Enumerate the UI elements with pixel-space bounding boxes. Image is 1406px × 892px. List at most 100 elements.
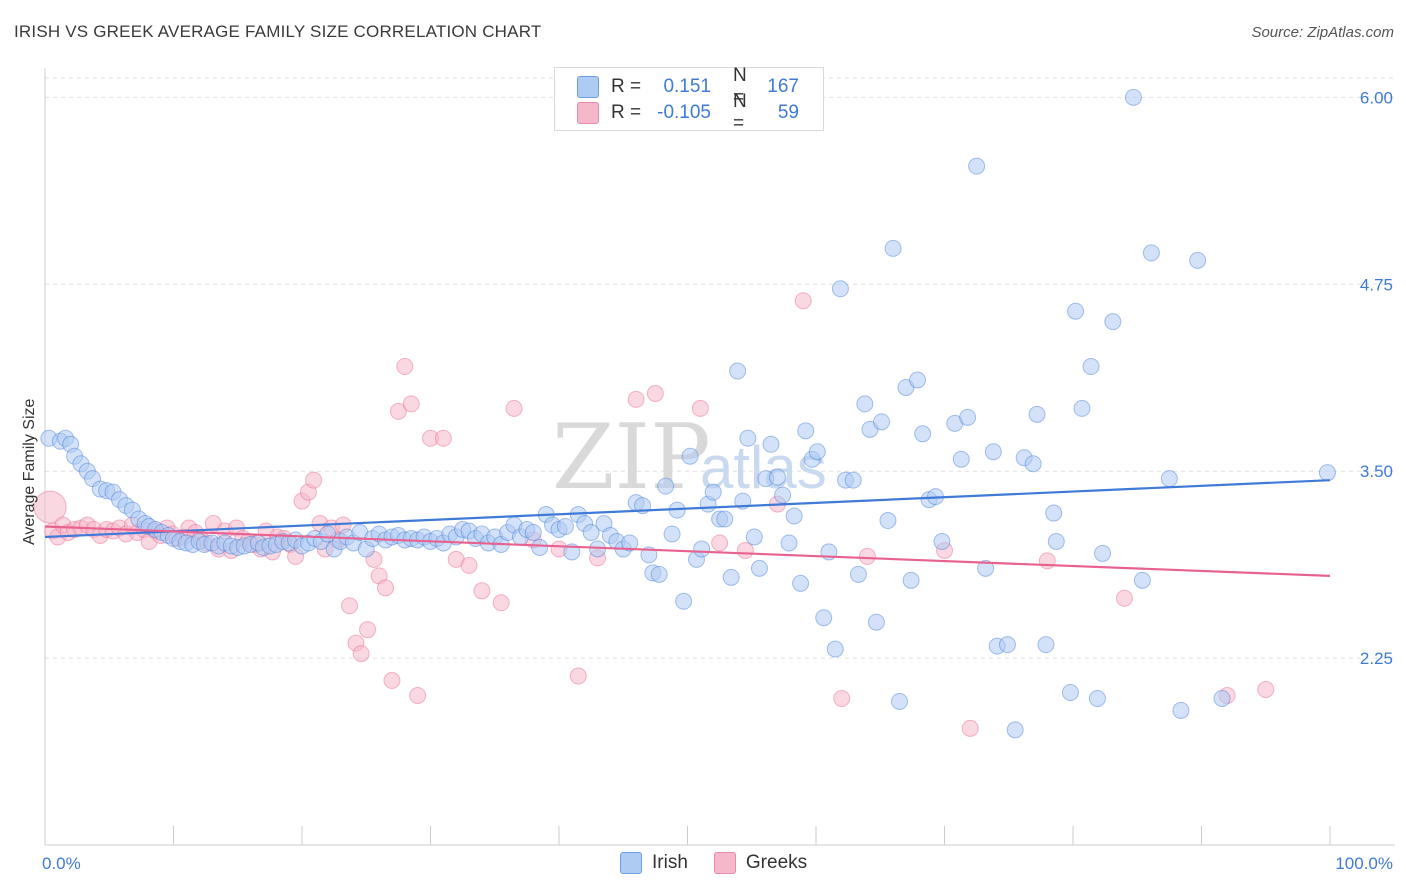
- legend-swatch-irish: [620, 852, 642, 874]
- data-point: [1082, 358, 1100, 376]
- data-point: [729, 362, 747, 380]
- data-point: [711, 534, 729, 552]
- data-point: [1024, 455, 1042, 473]
- legend-swatch-greeks: [577, 102, 599, 124]
- data-point: [873, 413, 891, 431]
- data-point: [977, 559, 995, 577]
- trend-line: [44, 525, 1331, 577]
- data-point: [1047, 532, 1065, 550]
- data-point: [650, 565, 668, 583]
- data-point: [768, 468, 786, 486]
- data-point: [750, 559, 768, 577]
- data-point: [856, 395, 874, 413]
- legend-n-label: N =: [733, 65, 747, 108]
- y-tick-label: 6.00: [1360, 88, 1393, 107]
- data-point: [704, 483, 722, 501]
- correlation-legend: R = 0.151 N = 167 R = -0.105 N = 59: [554, 65, 824, 134]
- data-point: [396, 358, 414, 376]
- data-point: [434, 429, 452, 447]
- data-point: [691, 399, 709, 417]
- data-point: [897, 378, 915, 396]
- data-point: [780, 534, 798, 552]
- data-point: [902, 571, 920, 589]
- data-point: [792, 574, 810, 592]
- data-point: [739, 429, 757, 447]
- data-point: [693, 540, 711, 558]
- data-point: [959, 408, 977, 426]
- data-point: [861, 420, 879, 438]
- trend-line: [44, 479, 1331, 539]
- data-point: [460, 556, 478, 574]
- data-point: [968, 157, 986, 175]
- legend-swatch-greeks: [713, 852, 736, 874]
- data-point: [383, 672, 401, 690]
- data-point: [998, 636, 1016, 654]
- data-point: [1045, 504, 1063, 522]
- trend-lines: [44, 479, 1331, 577]
- y-tick-label: 2.25: [1360, 649, 1393, 668]
- data-point: [402, 395, 420, 413]
- data-point: [933, 532, 951, 550]
- data-point: [352, 645, 370, 663]
- y-tick-label: 3.50: [1360, 462, 1393, 481]
- data-point: [815, 609, 833, 627]
- data-point: [1104, 313, 1122, 331]
- legend-item-irish[interactable]: Irish: [620, 852, 688, 874]
- legend-r-value: 0.151: [663, 76, 711, 97]
- source-label: Source: ZipAtlas.com: [1251, 24, 1394, 41]
- legend-item-greeks[interactable]: Greeks: [713, 852, 808, 874]
- data-point: [621, 534, 639, 552]
- legend-r-label: R =: [611, 76, 642, 97]
- data-point: [884, 239, 902, 257]
- data-point: [1213, 689, 1231, 707]
- data-point: [305, 471, 323, 489]
- data-point: [1318, 464, 1336, 482]
- legend-label-greeks: Greeks: [745, 852, 808, 873]
- data-point: [1088, 689, 1106, 707]
- series-irish: [40, 88, 1336, 739]
- data-point: [473, 582, 491, 600]
- series-legend: Irish Greeks: [620, 852, 833, 874]
- data-point: [808, 443, 826, 461]
- data-point: [879, 512, 897, 530]
- data-point: [858, 547, 876, 565]
- data-point: [341, 597, 359, 615]
- data-point: [1257, 680, 1275, 698]
- data-point: [826, 640, 844, 658]
- data-point: [774, 486, 792, 504]
- data-point: [1006, 721, 1024, 739]
- data-point: [849, 565, 867, 583]
- data-point: [1172, 701, 1190, 719]
- data-point: [785, 507, 803, 525]
- legend-row-irish: R = 0.151 N = 167: [577, 65, 799, 108]
- legend-n-value: 59: [777, 102, 799, 123]
- data-point: [867, 613, 885, 631]
- data-point: [1124, 88, 1142, 106]
- data-point: [627, 390, 645, 408]
- data-point: [1037, 636, 1055, 654]
- data-point: [891, 692, 909, 710]
- data-point: [745, 528, 763, 546]
- data-point: [657, 477, 675, 495]
- data-point: [984, 443, 1002, 461]
- data-point: [33, 490, 67, 524]
- legend-label-irish: Irish: [652, 852, 688, 873]
- data-point: [675, 592, 693, 610]
- legend-swatch-irish: [577, 76, 599, 98]
- data-point: [844, 471, 862, 489]
- y-axis-label: Average Family Size: [21, 398, 38, 545]
- data-point: [794, 292, 812, 310]
- data-point: [524, 523, 542, 541]
- data-point: [736, 541, 754, 559]
- data-point: [646, 384, 664, 402]
- data-point: [1133, 571, 1151, 589]
- data-point: [831, 280, 849, 298]
- x-tick-labels: 0.0% 100.0%: [42, 854, 1393, 873]
- data-point: [531, 538, 549, 556]
- data-point: [1061, 683, 1079, 701]
- y-tick-label: 4.75: [1360, 275, 1393, 294]
- data-point: [833, 689, 851, 707]
- data-point: [716, 510, 734, 528]
- legend-n-value: 167: [767, 76, 799, 97]
